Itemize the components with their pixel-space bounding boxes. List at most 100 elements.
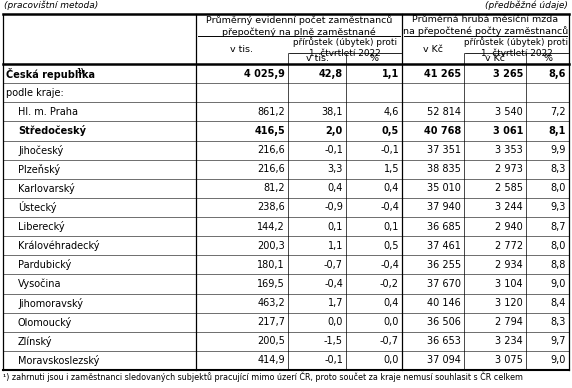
Text: 37 461: 37 461 — [427, 241, 461, 251]
Text: 40 146: 40 146 — [427, 298, 461, 308]
Text: Královéhradecký: Královéhradecký — [18, 240, 100, 251]
Text: 0,5: 0,5 — [382, 126, 399, 136]
Text: 38,1: 38,1 — [321, 107, 343, 117]
Text: 1,1: 1,1 — [328, 241, 343, 251]
Text: Plzeňský: Plzeňský — [18, 164, 60, 175]
Text: 36 506: 36 506 — [427, 317, 461, 327]
Text: Olomoucký: Olomoucký — [18, 317, 72, 328]
Text: 9,0: 9,0 — [551, 279, 566, 289]
Text: 2,0: 2,0 — [325, 126, 343, 136]
Text: 217,7: 217,7 — [257, 317, 285, 327]
Text: 9,3: 9,3 — [551, 203, 566, 213]
Text: 42,8: 42,8 — [319, 69, 343, 78]
Text: Pardubický: Pardubický — [18, 259, 72, 270]
Text: 2 772: 2 772 — [495, 241, 523, 251]
Text: Hl. m. Praha: Hl. m. Praha — [18, 107, 78, 117]
Text: 180,1: 180,1 — [257, 260, 285, 270]
Text: 3 075: 3 075 — [495, 355, 523, 365]
Text: Středočeský: Středočeský — [18, 125, 86, 137]
Text: Jihočeský: Jihočeský — [18, 145, 63, 156]
Text: 8,0: 8,0 — [551, 183, 566, 193]
Text: 3 265: 3 265 — [492, 69, 523, 78]
Text: 2 585: 2 585 — [495, 183, 523, 193]
Text: v Kč: v Kč — [423, 45, 443, 54]
Text: 0,0: 0,0 — [384, 317, 399, 327]
Text: 216,6: 216,6 — [257, 164, 285, 174]
Text: 3 244: 3 244 — [495, 203, 523, 213]
Text: Česká republika: Česká republika — [6, 68, 95, 80]
Text: 144,2: 144,2 — [257, 222, 285, 232]
Text: 1,1: 1,1 — [382, 69, 399, 78]
Text: Vysočina: Vysočina — [18, 279, 62, 289]
Text: (předběžné údaje): (předběžné údaje) — [485, 1, 568, 10]
Text: 8,0: 8,0 — [551, 241, 566, 251]
Text: 7,2: 7,2 — [550, 107, 566, 117]
Text: 4 025,9: 4 025,9 — [244, 69, 285, 78]
Text: 2 973: 2 973 — [495, 164, 523, 174]
Text: 8,7: 8,7 — [550, 222, 566, 232]
Text: Průměrný evidenní počet zaměstnanců
přepočtený na plně zaměstnané: Průměrný evidenní počet zaměstnanců přep… — [206, 15, 392, 36]
Text: 38 835: 38 835 — [427, 164, 461, 174]
Text: v tis.: v tis. — [305, 54, 328, 63]
Text: 1,5: 1,5 — [383, 164, 399, 174]
Text: 9,7: 9,7 — [550, 336, 566, 346]
Text: 8,8: 8,8 — [551, 260, 566, 270]
Text: 36 255: 36 255 — [427, 260, 461, 270]
Text: 36 653: 36 653 — [427, 336, 461, 346]
Text: přírůstek (úbytek) proti
1. čtvrtletí 2022: přírůstek (úbytek) proti 1. čtvrtletí 20… — [293, 37, 397, 58]
Text: (pracovištní metoda): (pracovištní metoda) — [4, 1, 98, 10]
Text: 1,7: 1,7 — [328, 298, 343, 308]
Text: 416,5: 416,5 — [254, 126, 285, 136]
Text: 3 061: 3 061 — [492, 126, 523, 136]
Text: v Kč: v Kč — [485, 54, 505, 63]
Text: 0,5: 0,5 — [383, 241, 399, 251]
Text: v tis.: v tis. — [231, 45, 253, 54]
Text: 8,3: 8,3 — [551, 164, 566, 174]
Text: 216,6: 216,6 — [257, 145, 285, 155]
Text: -0,1: -0,1 — [380, 145, 399, 155]
Text: 414,9: 414,9 — [257, 355, 285, 365]
Text: 3 353: 3 353 — [495, 145, 523, 155]
Text: 9,0: 9,0 — [551, 355, 566, 365]
Text: přírůstek (úbytek) proti
1. čtvrtletí 2022: přírůstek (úbytek) proti 1. čtvrtletí 20… — [464, 37, 569, 58]
Text: 36 685: 36 685 — [427, 222, 461, 232]
Text: 3 234: 3 234 — [495, 336, 523, 346]
Text: 40 768: 40 768 — [424, 126, 461, 136]
Text: Liberecký: Liberecký — [18, 221, 65, 232]
Text: -0,4: -0,4 — [380, 203, 399, 213]
Text: 37 351: 37 351 — [427, 145, 461, 155]
Text: -0,1: -0,1 — [324, 145, 343, 155]
Text: 8,3: 8,3 — [551, 317, 566, 327]
Text: podle kraje:: podle kraje: — [6, 88, 63, 98]
Text: 37 940: 37 940 — [427, 203, 461, 213]
Text: 861,2: 861,2 — [257, 107, 285, 117]
Text: 41 265: 41 265 — [424, 69, 461, 78]
Text: 200,5: 200,5 — [257, 336, 285, 346]
Text: 0,4: 0,4 — [384, 298, 399, 308]
Text: 2 794: 2 794 — [495, 317, 523, 327]
Text: 238,6: 238,6 — [257, 203, 285, 213]
Text: -0,2: -0,2 — [380, 279, 399, 289]
Text: 37 094: 37 094 — [427, 355, 461, 365]
Text: Zlínský: Zlínský — [18, 336, 53, 347]
Text: 4,6: 4,6 — [384, 107, 399, 117]
Text: 8,1: 8,1 — [549, 126, 566, 136]
Text: -0,9: -0,9 — [324, 203, 343, 213]
Text: Moravskoslezský: Moravskoslezský — [18, 355, 100, 366]
Text: 37 670: 37 670 — [427, 279, 461, 289]
Text: 3 120: 3 120 — [495, 298, 523, 308]
Text: 52 814: 52 814 — [427, 107, 461, 117]
Text: 0,0: 0,0 — [384, 355, 399, 365]
Text: -1,5: -1,5 — [324, 336, 343, 346]
Text: -0,4: -0,4 — [380, 260, 399, 270]
Text: 35 010: 35 010 — [427, 183, 461, 193]
Text: 8,4: 8,4 — [551, 298, 566, 308]
Text: %: % — [543, 54, 552, 63]
Text: 2 940: 2 940 — [495, 222, 523, 232]
Text: -0,1: -0,1 — [324, 355, 343, 365]
Text: -0,7: -0,7 — [380, 336, 399, 346]
Text: ¹) zahrnuti jsou i zaměstnanci sledovaných subjektů pracující mimo úzerí ČR, pro: ¹) zahrnuti jsou i zaměstnanci sledovaný… — [3, 372, 523, 383]
Text: 3 540: 3 540 — [495, 107, 523, 117]
Text: 0,4: 0,4 — [384, 183, 399, 193]
Text: 0,4: 0,4 — [328, 183, 343, 193]
